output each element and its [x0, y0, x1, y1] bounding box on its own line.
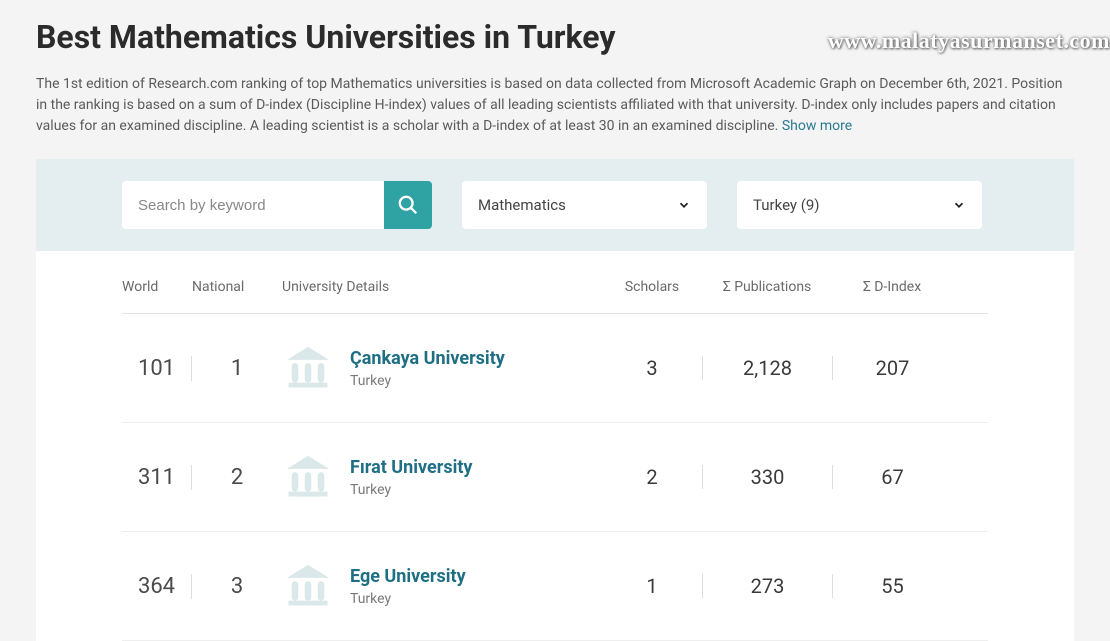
page-description: The 1st edition of Research.com ranking …	[36, 74, 1074, 137]
search-input[interactable]	[122, 181, 384, 229]
university-name-link[interactable]: Fırat University	[350, 457, 472, 478]
institution-icon	[282, 451, 334, 503]
ranking-table: World National University Details Schola…	[36, 251, 1074, 641]
world-rank: 364	[122, 574, 192, 599]
scholars-value: 3	[602, 356, 702, 380]
world-rank: 101	[122, 356, 192, 381]
university-country: Turkey	[350, 482, 472, 498]
national-rank: 1	[192, 356, 282, 381]
scholars-value: 1	[602, 574, 702, 598]
chevron-down-icon	[952, 198, 966, 212]
chevron-down-icon	[677, 198, 691, 212]
scholars-value: 2	[602, 465, 702, 489]
country-select[interactable]: Turkey (9)	[737, 181, 982, 229]
col-dindex: Σ D-Index	[832, 279, 952, 295]
description-text: The 1st edition of Research.com ranking …	[36, 76, 1062, 134]
world-rank: 311	[122, 465, 192, 490]
dindex-value: 207	[832, 356, 952, 380]
col-publications: Σ Publications	[702, 279, 832, 295]
search-button[interactable]	[384, 181, 432, 229]
col-details: University Details	[282, 279, 602, 295]
national-rank: 3	[192, 574, 282, 599]
table-row: 101 1 Çankaya University Turkey 3 2,128 …	[122, 314, 988, 423]
search-icon	[397, 194, 419, 216]
dindex-value: 67	[832, 465, 952, 489]
filter-panel: Mathematics Turkey (9)	[36, 159, 1074, 251]
publications-value: 2,128	[702, 356, 832, 380]
publications-value: 273	[702, 574, 832, 598]
discipline-value: Mathematics	[478, 196, 566, 214]
table-row: 311 2 Fırat University Turkey 2 330 67	[122, 423, 988, 532]
institution-icon	[282, 342, 334, 394]
university-cell: Fırat University Turkey	[282, 451, 602, 503]
dindex-value: 55	[832, 574, 952, 598]
university-name-link[interactable]: Çankaya University	[350, 348, 505, 369]
watermark: www.malatyasurmanset.com	[828, 28, 1110, 54]
discipline-select[interactable]: Mathematics	[462, 181, 707, 229]
col-scholars: Scholars	[602, 279, 702, 295]
university-name-link[interactable]: Ege University	[350, 566, 466, 587]
university-country: Turkey	[350, 373, 505, 389]
national-rank: 2	[192, 465, 282, 490]
publications-value: 330	[702, 465, 832, 489]
country-value: Turkey (9)	[753, 196, 820, 214]
university-country: Turkey	[350, 591, 466, 607]
col-world: World	[122, 279, 192, 295]
col-national: National	[192, 279, 282, 295]
show-more-link[interactable]: Show more	[782, 118, 852, 134]
table-header: World National University Details Schola…	[122, 279, 988, 314]
search-wrap	[122, 181, 432, 229]
university-cell: Ege University Turkey	[282, 560, 602, 612]
institution-icon	[282, 560, 334, 612]
university-cell: Çankaya University Turkey	[282, 342, 602, 394]
